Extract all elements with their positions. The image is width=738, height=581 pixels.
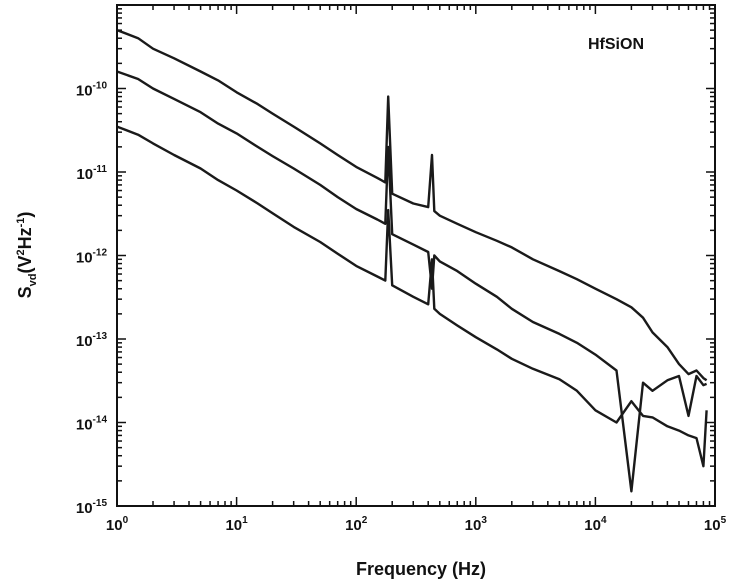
y-title-main: S (15, 286, 35, 298)
x-tick-label: 100 (106, 515, 129, 534)
x-tick-label: 105 (704, 515, 727, 534)
y-tick-label: 10-11 (76, 164, 107, 183)
y-tick-label: 10-10 (76, 81, 108, 100)
x-tick-label: 103 (465, 515, 488, 534)
y-axis-title: Svd(V2Hz-1) (15, 212, 39, 299)
series-line-2 (116, 70, 708, 493)
labels-layer: 100 101 102 103 104 105 10-10 10-11 10-12 10-13 10… (76, 81, 727, 535)
y-title-sub: vd (27, 274, 39, 287)
x-tick-label: 104 (584, 515, 607, 534)
y-title-rest: (V (15, 256, 35, 274)
series-line-1 (116, 28, 708, 382)
chart-annotation: HfSiON (588, 36, 644, 53)
y-tick-label: 10-14 (76, 415, 108, 434)
y-title-end: ) (15, 212, 35, 218)
y-title-mid: Hz (15, 227, 35, 249)
ticks-layer (116, 4, 716, 507)
y-title-sup2: -1 (15, 218, 27, 228)
plot-frame (116, 4, 716, 507)
y-tick-label: 10-15 (76, 498, 108, 517)
y-tick-label: 10-12 (76, 248, 108, 267)
x-axis-title: Frequency (Hz) (356, 559, 486, 579)
y-tick-label: 10-13 (76, 331, 108, 350)
series-line-3 (116, 125, 708, 468)
x-tick-label: 101 (225, 515, 248, 534)
x-tick-label: 102 (345, 515, 368, 534)
y-title-sup1: 2 (15, 249, 27, 255)
series-layer (116, 28, 708, 493)
